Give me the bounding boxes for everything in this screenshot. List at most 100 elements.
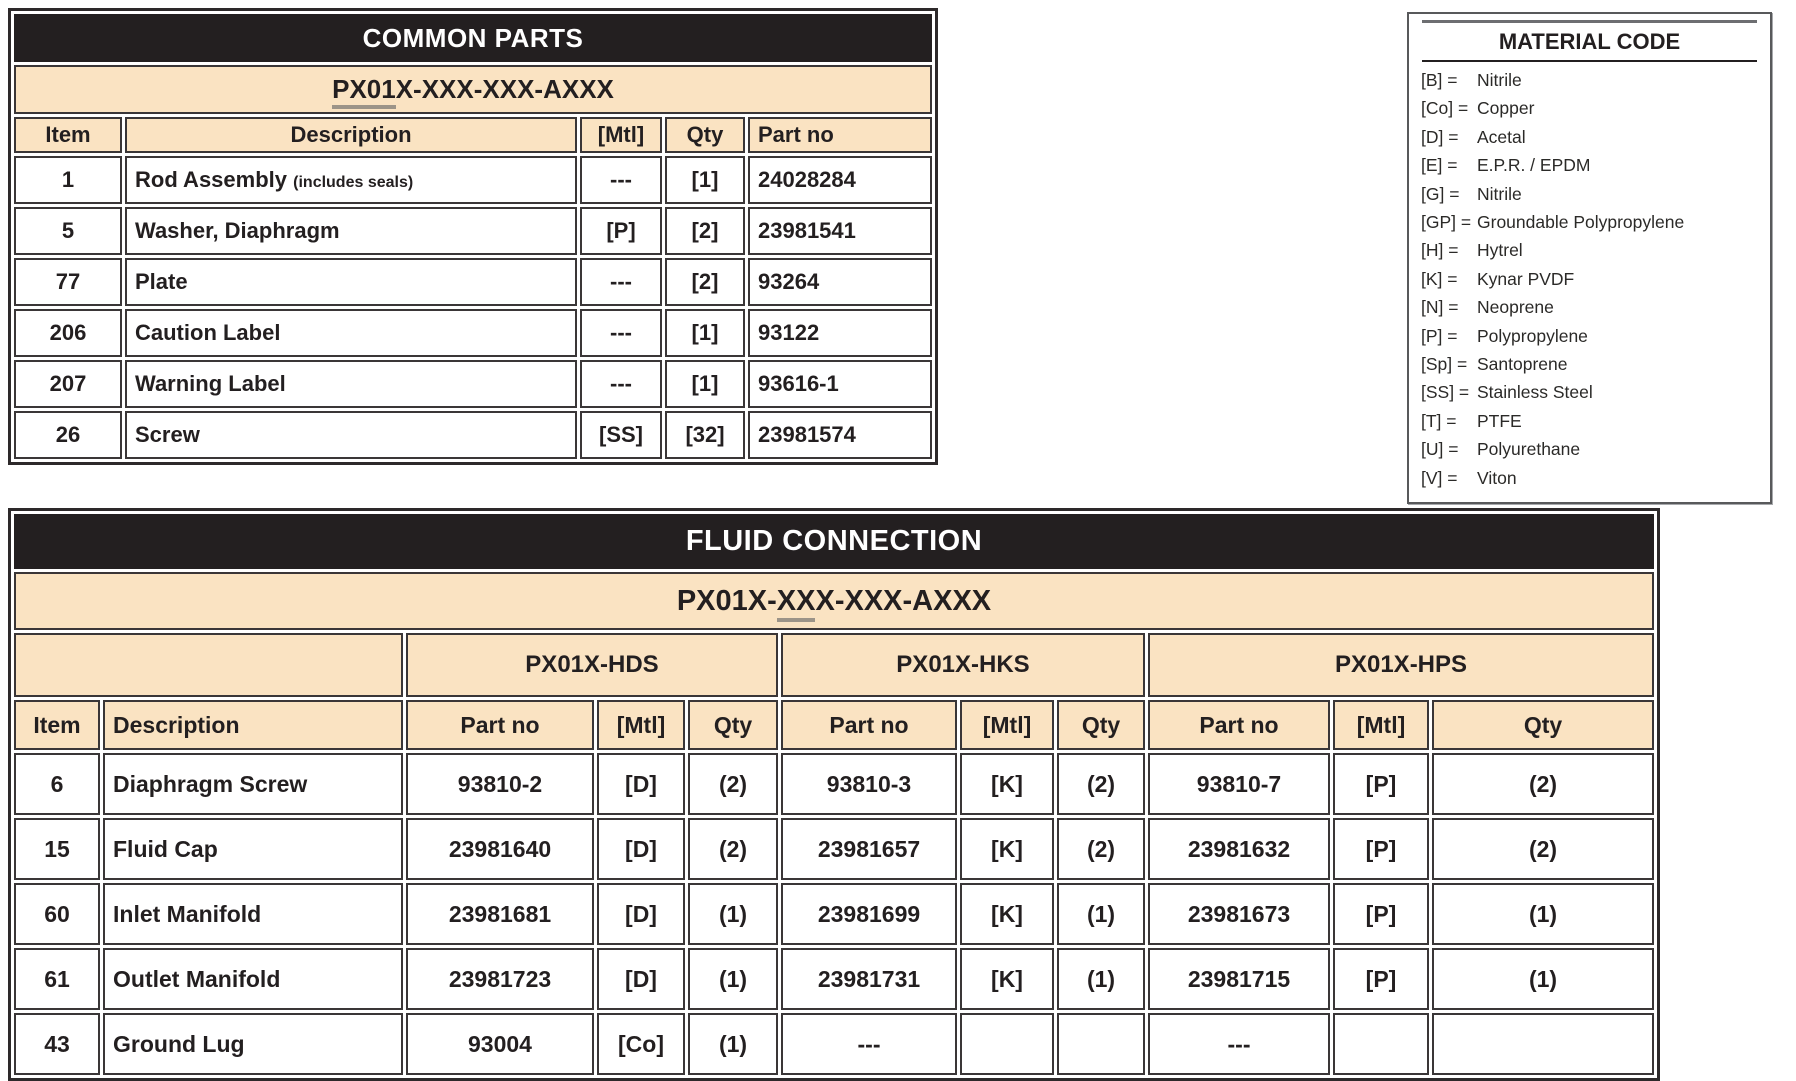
- material-code-entry: [V] = Viton: [1421, 464, 1758, 492]
- hks-part-no-cell: 23981657: [781, 818, 957, 880]
- hds-mtl-cell: [D]: [597, 818, 685, 880]
- model-code-underlined: PX01: [332, 74, 396, 109]
- hks-part-no-column-header: Part no: [781, 700, 957, 750]
- table-header-row: Item Description Part no [Mtl] Qty Part …: [14, 700, 1654, 750]
- model-code-underlined: XX: [776, 584, 816, 622]
- material-code-symbol: [K] =: [1421, 268, 1458, 289]
- table-row: 1 Rod Assembly (includes seals) --- [1] …: [14, 156, 932, 204]
- item-cell: 43: [14, 1013, 100, 1075]
- hps-part-no-cell: 23981715: [1148, 948, 1330, 1010]
- part-no-cell: 24028284: [748, 156, 932, 204]
- hps-qty-cell: (1): [1432, 883, 1654, 945]
- material-code-entry: [P] = Polypropylene: [1421, 322, 1758, 350]
- material-name: PTFE: [1477, 410, 1522, 431]
- material-code-entry: [K] = Kynar PVDF: [1421, 265, 1758, 293]
- mtl-cell: ---: [580, 258, 662, 306]
- description-column-header: Description: [125, 117, 577, 153]
- model-code-rest: X-XXX-XXX-AXXX: [395, 74, 614, 104]
- item-cell: 207: [14, 360, 122, 408]
- mtl-cell: ---: [580, 156, 662, 204]
- qty-column-header: Qty: [665, 117, 745, 153]
- hks-mtl-column-header: [Mtl]: [960, 700, 1054, 750]
- material-code-entry: [U] = Polyurethane: [1421, 435, 1758, 463]
- description-cell: Warning Label: [125, 360, 577, 408]
- material-code-symbol: [GP] =: [1421, 212, 1472, 233]
- description-cell: Fluid Cap: [103, 818, 403, 880]
- material-code-entry: [H] = Hytrel: [1421, 236, 1758, 264]
- material-name: Nitrile: [1477, 70, 1522, 90]
- material-name: Hytrel: [1477, 240, 1523, 261]
- hps-qty-cell: [1432, 1013, 1654, 1075]
- hks-mtl-cell: [K]: [960, 753, 1054, 815]
- hds-part-no-cell: 93004: [406, 1013, 594, 1075]
- qty-cell: [1]: [665, 309, 745, 357]
- material-name: Neoprene: [1477, 297, 1554, 318]
- hps-mtl-cell: [1333, 1013, 1429, 1075]
- hps-part-no-cell: 23981673: [1148, 883, 1330, 945]
- hks-part-no-cell: 23981699: [781, 883, 957, 945]
- description-cell: Plate: [125, 258, 577, 306]
- material-code-legend: MATERIAL CODE [B] = Nitrile [Co] = Copper [D…: [1407, 12, 1772, 505]
- material-code-list: [B] = Nitrile [Co] = Copper [D] = Acetal [E] =…: [1421, 66, 1758, 492]
- material-name: Polyurethane: [1477, 439, 1581, 460]
- item-cell: 6: [14, 753, 100, 815]
- hps-qty-column-header: Qty: [1432, 700, 1654, 750]
- qty-cell: [1]: [665, 360, 745, 408]
- material-name: Acetal: [1477, 126, 1526, 147]
- table-row: 43 Ground Lug 93004 [Co] (1) --- ---: [14, 1013, 1654, 1075]
- item-cell: 5: [14, 207, 122, 255]
- material-code-symbol: [T] =: [1421, 410, 1457, 431]
- material-name: E.P.R. / EPDM: [1477, 155, 1591, 176]
- hks-qty-cell: (2): [1057, 818, 1145, 880]
- table-row: 61 Outlet Manifold 23981723 [D] (1) 2398…: [14, 948, 1654, 1010]
- mtl-cell: [SS]: [580, 411, 662, 459]
- item-column-header: Item: [14, 700, 100, 750]
- material-name: Groundable Polypropylene: [1477, 212, 1685, 233]
- model-code-rest: X-XXX-AXXX: [815, 584, 992, 617]
- variant-header-hps: PX01X-HPS: [1148, 633, 1654, 697]
- material-code-entry: [Co] = Copper: [1421, 94, 1758, 122]
- variant-header-hds: PX01X-HDS: [406, 633, 778, 697]
- legend-top-rule: [1422, 14, 1757, 23]
- description-cell: Diaphragm Screw: [103, 753, 403, 815]
- hks-part-no-cell: ---: [781, 1013, 957, 1075]
- hps-part-no-cell: ---: [1148, 1013, 1330, 1075]
- material-code-symbol: [D] =: [1421, 126, 1459, 147]
- material-code-symbol: [Sp] =: [1421, 354, 1468, 375]
- material-name: Santoprene: [1477, 354, 1568, 375]
- common-parts-table: COMMON PARTS PX01X-XXX-XXX-AXXX Item Des…: [8, 8, 938, 465]
- table-row: PX01X-HDS PX01X-HKS PX01X-HPS: [14, 633, 1654, 697]
- material-code-symbol: [P] =: [1421, 325, 1458, 346]
- hds-part-no-column-header: Part no: [406, 700, 594, 750]
- table-row: 77 Plate --- [2] 93264: [14, 258, 932, 306]
- hds-mtl-column-header: [Mtl]: [597, 700, 685, 750]
- hks-qty-column-header: Qty: [1057, 700, 1145, 750]
- variant-header-hks: PX01X-HKS: [781, 633, 1145, 697]
- table-row: FLUID CONNECTION: [14, 514, 1654, 569]
- description-text: Rod Assembly: [135, 167, 288, 192]
- hps-mtl-column-header: [Mtl]: [1333, 700, 1429, 750]
- item-cell: 15: [14, 818, 100, 880]
- part-no-cell: 93264: [748, 258, 932, 306]
- item-cell: 26: [14, 411, 122, 459]
- item-cell: 61: [14, 948, 100, 1010]
- hds-qty-cell: (2): [688, 818, 778, 880]
- hds-part-no-cell: 23981723: [406, 948, 594, 1010]
- description-column-header: Description: [103, 700, 403, 750]
- hks-qty-cell: (1): [1057, 948, 1145, 1010]
- fluid-connection-model-code: PX01X-XXX-XXX-AXXX: [14, 572, 1654, 630]
- part-no-cell: 93122: [748, 309, 932, 357]
- hks-qty-cell: (1): [1057, 883, 1145, 945]
- description-cell: Washer, Diaphragm: [125, 207, 577, 255]
- table-row: 206 Caution Label --- [1] 93122: [14, 309, 932, 357]
- table-row: 15 Fluid Cap 23981640 [D] (2) 23981657 […: [14, 818, 1654, 880]
- description-cell: Outlet Manifold: [103, 948, 403, 1010]
- hds-qty-cell: (2): [688, 753, 778, 815]
- material-code-entry: [D] = Acetal: [1421, 123, 1758, 151]
- material-code-title: MATERIAL CODE: [1422, 23, 1757, 62]
- material-name: Viton: [1477, 467, 1517, 488]
- material-code-entry: [N] = Neoprene: [1421, 293, 1758, 321]
- table-row: PX01X-XXX-XXX-AXXX: [14, 572, 1654, 630]
- material-code-symbol: [N] =: [1421, 297, 1459, 318]
- table-row: 26 Screw [SS] [32] 23981574: [14, 411, 932, 459]
